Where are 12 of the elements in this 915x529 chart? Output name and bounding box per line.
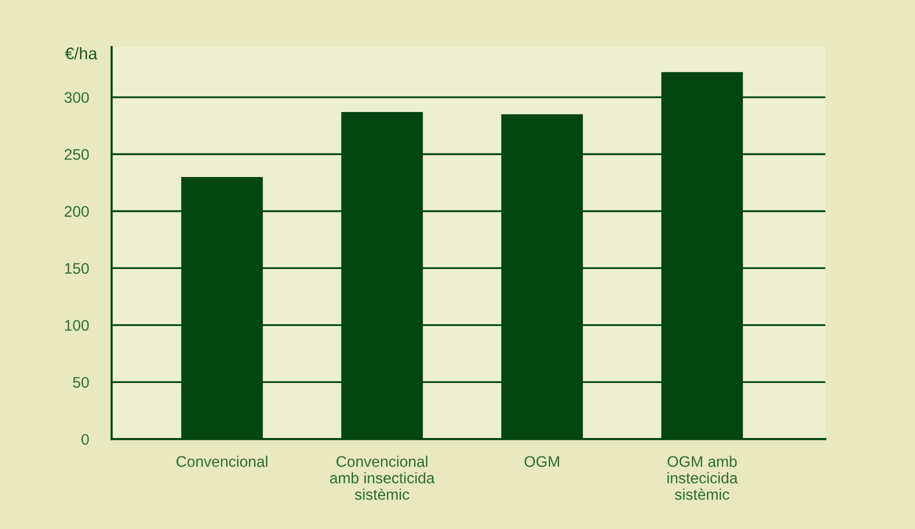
- y-axis-title: €/ha: [65, 47, 98, 60]
- y-tick-label: 50: [73, 376, 89, 388]
- y-tick-label: 200: [64, 206, 89, 217]
- x-tick-label: Convencional: [176, 456, 268, 467]
- y-tick-label: 150: [65, 263, 89, 274]
- y-tick-label: 300: [64, 92, 89, 103]
- x-tick-label: Convencional amb insecticida sistèmic: [330, 456, 435, 500]
- y-tick-label: 250: [64, 149, 89, 160]
- y-tick-label: 0: [82, 434, 89, 445]
- x-tick-label: OGM: [524, 456, 560, 467]
- y-tick-label: 100: [65, 320, 89, 331]
- x-tick-label: OGM amb instecicida sistèmic: [667, 456, 738, 500]
